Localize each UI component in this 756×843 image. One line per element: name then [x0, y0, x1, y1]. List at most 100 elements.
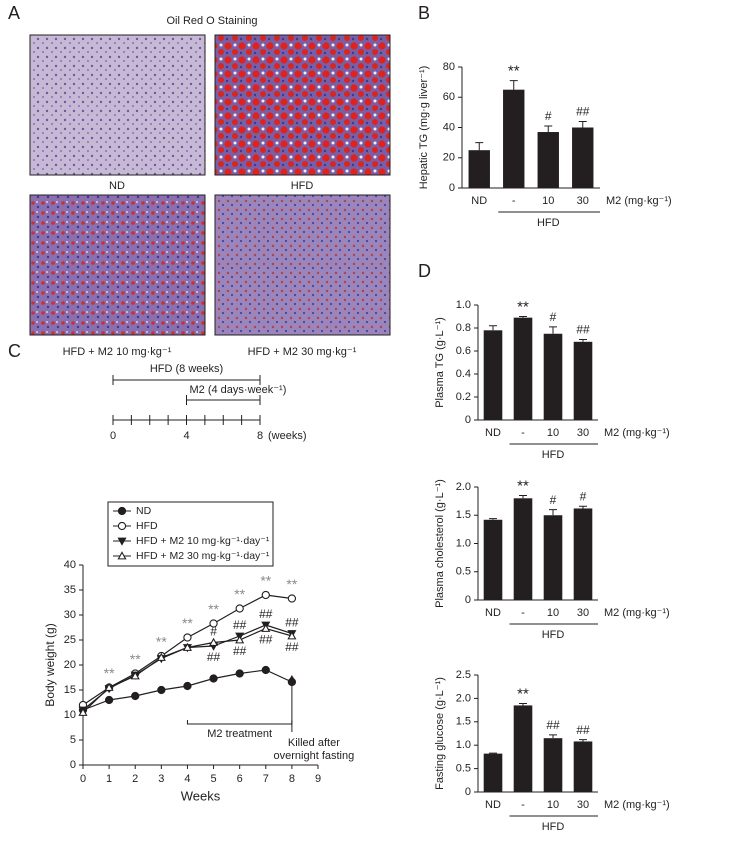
x-tick-label: 10 [542, 195, 554, 207]
marker [130, 671, 140, 680]
bar [543, 515, 563, 600]
y-tick-label: 0 [465, 786, 471, 798]
x-tick-label: 8 [289, 773, 295, 785]
error-bar [579, 505, 587, 509]
significance: ** [234, 586, 245, 602]
marker [209, 637, 219, 646]
timeline-unit: (weeks) [268, 430, 307, 442]
micrograph [214, 34, 391, 176]
y-tick-label: 0.8 [456, 322, 471, 334]
marker [104, 682, 114, 691]
x-axis-label: M2 (mg·kg⁻¹) [606, 195, 672, 207]
significance: ** [104, 665, 115, 681]
y-tick-label: 30 [64, 609, 76, 621]
marker [117, 551, 127, 560]
error-bar [549, 734, 557, 739]
x-tick-label: 10 [547, 427, 559, 439]
significance: ** [517, 477, 529, 494]
group-label: HFD [542, 821, 565, 833]
y-tick-label: 35 [64, 584, 76, 596]
marker [235, 669, 244, 678]
significance: ** [517, 686, 529, 703]
error-bar [549, 509, 557, 516]
marker [157, 685, 166, 695]
x-tick-label: ND [471, 195, 487, 207]
y-tick-label: 0.2 [456, 391, 471, 403]
group-label: HFD [542, 449, 565, 461]
y-tick-label: 25 [64, 634, 76, 646]
significance: ## [285, 640, 299, 654]
x-tick-label: 9 [315, 773, 321, 785]
timeline-label: M2 (4 days·week⁻¹) [190, 384, 287, 396]
marker [287, 594, 297, 603]
legend-box [107, 501, 274, 567]
marker [261, 665, 270, 675]
marker [78, 707, 88, 716]
x-tick-label: 0 [80, 773, 86, 785]
error-bar [519, 494, 527, 499]
marker [156, 652, 166, 661]
legend-label: ND [136, 505, 152, 517]
y-tick-label: 1.0 [456, 537, 471, 549]
significance: ## [576, 323, 590, 337]
significance: # [550, 310, 557, 324]
error-bar [489, 325, 497, 331]
y-tick-label: 2.0 [456, 481, 471, 493]
y-tick-label: 60 [443, 91, 455, 103]
bar [468, 150, 490, 188]
x-tick-label: 30 [577, 427, 589, 439]
x-tick-label: - [521, 427, 525, 439]
y-tick-label: 40 [64, 559, 76, 571]
bar [573, 508, 593, 600]
treatment-label: M2 treatment [207, 728, 272, 740]
y-tick-label: 1.5 [456, 509, 471, 521]
significance: ## [233, 644, 247, 658]
error-bar [578, 120, 587, 128]
bar [513, 498, 533, 600]
micrograph [214, 194, 391, 336]
bar [503, 89, 525, 188]
x-tick-label: 30 [577, 607, 589, 619]
panel-letter: A [8, 3, 20, 23]
y-axis-label: Body weight (g) [43, 623, 57, 706]
y-tick-label: 2.5 [456, 669, 471, 681]
legend-label: HFD [136, 520, 158, 532]
y-axis-label: Hepatic TG (mg·g liver⁻¹) [418, 66, 430, 190]
error-bar [519, 316, 527, 318]
error-bar [579, 339, 587, 342]
x-tick-label: 2 [132, 773, 138, 785]
y-tick-label: 0.4 [456, 368, 471, 380]
y-axis-label: Fasting glucose (g·L⁻¹) [434, 677, 446, 790]
x-tick-label: 6 [237, 773, 243, 785]
marker [235, 635, 245, 644]
significance: # [210, 625, 217, 639]
significance: ## [207, 650, 221, 664]
panel-letter: C [8, 341, 21, 361]
x-tick-label: 7 [263, 773, 269, 785]
y-tick-label: 15 [64, 684, 76, 696]
marker [117, 506, 127, 516]
y-tick-label: 0 [465, 414, 471, 426]
error-bar [519, 703, 527, 706]
significance: ## [285, 616, 299, 630]
image-label: HFD [291, 180, 314, 192]
y-tick-label: 0 [70, 759, 76, 771]
significance: ** [286, 576, 297, 592]
y-tick-label: 40 [443, 121, 455, 133]
timeline-tick-label: 8 [257, 430, 263, 442]
timeline-tick-label: 4 [183, 430, 189, 442]
x-tick-label: ND [485, 607, 501, 619]
marker [183, 681, 192, 691]
y-tick-label: 1.5 [456, 716, 471, 728]
x-tick-label: 10 [547, 607, 559, 619]
y-tick-label: 1.0 [456, 739, 471, 751]
error-bar [475, 142, 484, 151]
significance: ## [233, 618, 247, 632]
error-bar [489, 518, 497, 520]
significance: ** [260, 573, 271, 589]
significance: ## [576, 105, 590, 119]
significance: ## [259, 607, 273, 621]
y-tick-label: 0.6 [456, 345, 471, 357]
bar [513, 317, 533, 420]
